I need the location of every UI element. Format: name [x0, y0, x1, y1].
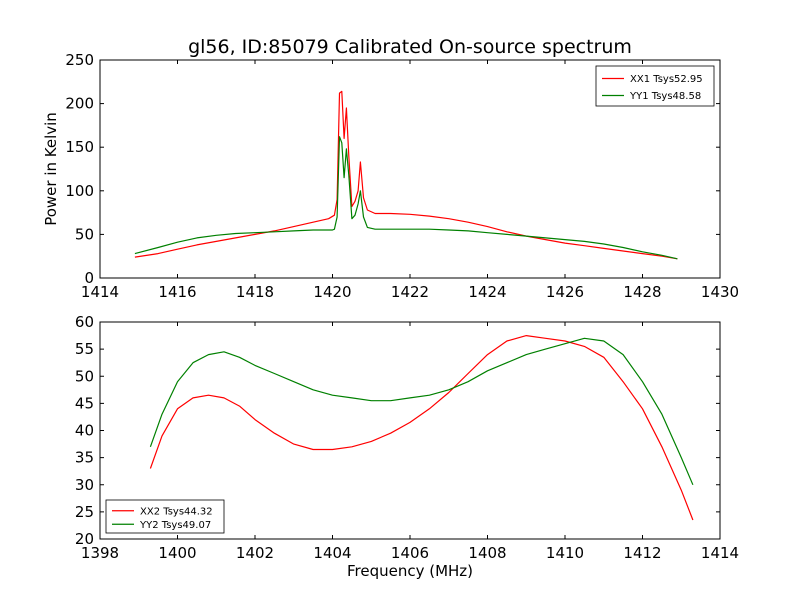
x-axis-label: Frequency (MHz) — [347, 562, 473, 580]
y-tick-label: 250 — [65, 51, 94, 69]
legend-box — [105, 499, 225, 534]
y-tick-label: 150 — [65, 138, 94, 156]
legend-label: YY2 Tsys49.07 — [139, 520, 211, 531]
legend-box — [595, 65, 715, 107]
y-tick-label: 35 — [75, 449, 94, 467]
legend-label: YY1 Tsys48.58 — [629, 91, 701, 102]
legend: XX2 Tsys44.32 YY2 Tsys49.07 — [105, 499, 225, 534]
y-tick-label: 20 — [75, 530, 94, 548]
x-tick-label: 1424 — [468, 283, 506, 301]
x-tick-label: 1398 — [81, 544, 119, 562]
y-tick-label: 50 — [75, 225, 94, 243]
x-tick-label: 1406 — [391, 544, 429, 562]
y-tick-label: 60 — [75, 313, 94, 331]
legend: XX1 Tsys52.95 YY1 Tsys48.58 — [595, 65, 715, 107]
x-tick-label: 1416 — [158, 283, 196, 301]
series-line-2 — [134, 136, 678, 260]
x-tick-label: 1402 — [236, 544, 274, 562]
x-tick-label: 1414 — [81, 283, 119, 301]
series-line-2 — [149, 337, 694, 486]
y-tick-label: 25 — [75, 503, 94, 521]
x-tick-label: 1404 — [313, 544, 351, 562]
x-tick-label: 1422 — [391, 283, 429, 301]
x-tick-label: 1408 — [468, 544, 506, 562]
x-tick-label: 1420 — [313, 283, 351, 301]
top-subplot: 1414 1416 1418 1420 1422 1424 1426 1428 1430 0 50 1… — [65, 51, 739, 301]
legend-label: XX2 Tsys44.32 — [140, 506, 213, 517]
x-tick-label: 1414 — [701, 544, 739, 562]
y-tick-label: 100 — [65, 182, 94, 200]
y-tick-label: 55 — [75, 340, 94, 358]
x-tick-label: 1430 — [701, 283, 739, 301]
x-tick-label: 1426 — [546, 283, 584, 301]
chart-title: gl56, ID:85079 Calibrated On-source spec… — [188, 36, 632, 58]
series-line-1 — [149, 335, 694, 521]
y-tick-label: 30 — [75, 476, 94, 494]
y-axis-label: Power in Kelvin — [42, 112, 60, 226]
x-tick-label: 1410 — [546, 544, 584, 562]
x-tick-label: 1400 — [158, 544, 196, 562]
x-tick-label: 1428 — [623, 283, 661, 301]
legend-label: XX1 Tsys52.95 — [630, 74, 703, 85]
y-tick-label: 50 — [75, 367, 94, 385]
bottom-subplot: 1398 1400 1402 1404 1406 1408 1410 1412 1414 20 25… — [75, 313, 739, 562]
x-tick-label: 1418 — [236, 283, 274, 301]
y-tick-label: 40 — [75, 422, 94, 440]
y-tick-label: 0 — [84, 269, 94, 287]
x-tick-label: 1412 — [623, 544, 661, 562]
y-tick-label: 45 — [75, 394, 94, 412]
y-tick-label: 200 — [65, 95, 94, 113]
